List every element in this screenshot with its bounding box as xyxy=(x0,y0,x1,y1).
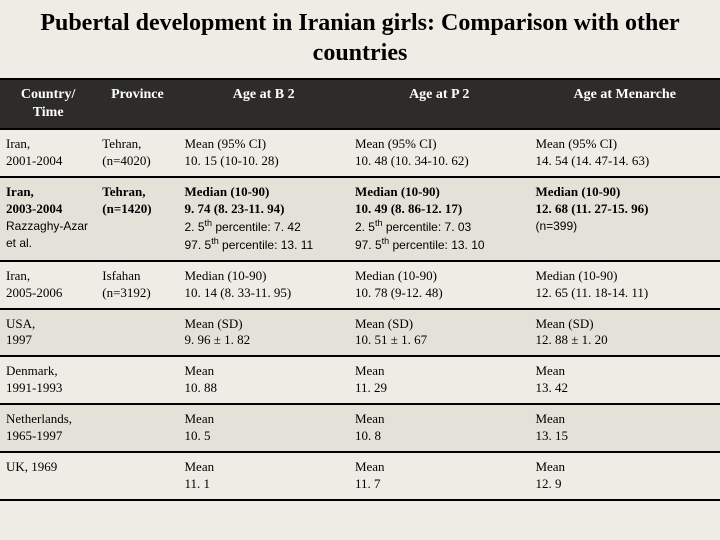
table-header-row: Country/ Time Province Age at B 2 Age at… xyxy=(0,79,720,129)
table-row: Iran, 2003-2004Razzaghy-Azar et al. Tehr… xyxy=(0,177,720,261)
cell-province xyxy=(96,309,178,357)
cell-province: Tehran, (n=4020) xyxy=(96,129,178,177)
cell-b2: Mean10. 5 xyxy=(178,404,348,452)
cell-country: USA, 1997 xyxy=(0,309,96,357)
table-row: USA, 1997 Mean (SD)9. 96 ± 1. 82 Mean (S… xyxy=(0,309,720,357)
cell-p2: Mean11. 7 xyxy=(349,452,530,500)
table-row: Iran, 2005-2006 Isfahan (n=3192) Median … xyxy=(0,261,720,309)
cell-country: Denmark, 1991-1993 xyxy=(0,356,96,404)
cell-province xyxy=(96,404,178,452)
page-title: Pubertal development in Iranian girls: C… xyxy=(0,0,720,78)
cell-menarche: Median (10-90) 12. 68 (11. 27-15. 96) (n… xyxy=(529,177,720,261)
cell-menarche: Mean (SD)12. 88 ± 1. 20 xyxy=(529,309,720,357)
cell-menarche: Mean13. 42 xyxy=(529,356,720,404)
cell-country: Iran, 2003-2004Razzaghy-Azar et al. xyxy=(0,177,96,261)
cell-b2: Mean10. 88 xyxy=(178,356,348,404)
cell-b2: Median (10-90) 9. 74 (8. 23-11. 94) 2. 5… xyxy=(178,177,348,261)
cell-p2: Mean11. 29 xyxy=(349,356,530,404)
col-p2: Age at P 2 xyxy=(349,79,530,129)
cell-province: Isfahan (n=3192) xyxy=(96,261,178,309)
cell-province: Tehran, (n=1420) xyxy=(96,177,178,261)
data-table: Country/ Time Province Age at B 2 Age at… xyxy=(0,78,720,501)
table-row: UK, 1969 Mean11. 1 Mean11. 7 Mean12. 9 xyxy=(0,452,720,500)
cell-province xyxy=(96,452,178,500)
cell-p2: Median (10-90) 10. 49 (8. 86-12. 17) 2. … xyxy=(349,177,530,261)
table-row: Iran, 2001-2004 Tehran, (n=4020) Mean (9… xyxy=(0,129,720,177)
col-menarche: Age at Menarche xyxy=(529,79,720,129)
cell-menarche: Median (10-90)12. 65 (11. 18-14. 11) xyxy=(529,261,720,309)
table-row: Netherlands, 1965-1997 Mean10. 5 Mean10.… xyxy=(0,404,720,452)
cell-b2: Mean (SD)9. 96 ± 1. 82 xyxy=(178,309,348,357)
cell-p2: Mean (95% CI)10. 48 (10. 34-10. 62) xyxy=(349,129,530,177)
col-country: Country/ Time xyxy=(0,79,96,129)
cell-p2: Mean10. 8 xyxy=(349,404,530,452)
cell-country: Iran, 2005-2006 xyxy=(0,261,96,309)
cell-b2: Mean11. 1 xyxy=(178,452,348,500)
col-province: Province xyxy=(96,79,178,129)
cell-menarche: Mean (95% CI)14. 54 (14. 47-14. 63) xyxy=(529,129,720,177)
cell-p2: Mean (SD)10. 51 ± 1. 67 xyxy=(349,309,530,357)
cell-province xyxy=(96,356,178,404)
cell-country: UK, 1969 xyxy=(0,452,96,500)
cell-menarche: Mean12. 9 xyxy=(529,452,720,500)
cell-p2: Median (10-90)10. 78 (9-12. 48) xyxy=(349,261,530,309)
cell-country: Netherlands, 1965-1997 xyxy=(0,404,96,452)
col-b2: Age at B 2 xyxy=(178,79,348,129)
table-row: Denmark, 1991-1993 Mean10. 88 Mean11. 29… xyxy=(0,356,720,404)
cell-b2: Mean (95% CI)10. 15 (10-10. 28) xyxy=(178,129,348,177)
cell-menarche: Mean13. 15 xyxy=(529,404,720,452)
cell-b2: Median (10-90)10. 14 (8. 33-11. 95) xyxy=(178,261,348,309)
cell-country: Iran, 2001-2004 xyxy=(0,129,96,177)
